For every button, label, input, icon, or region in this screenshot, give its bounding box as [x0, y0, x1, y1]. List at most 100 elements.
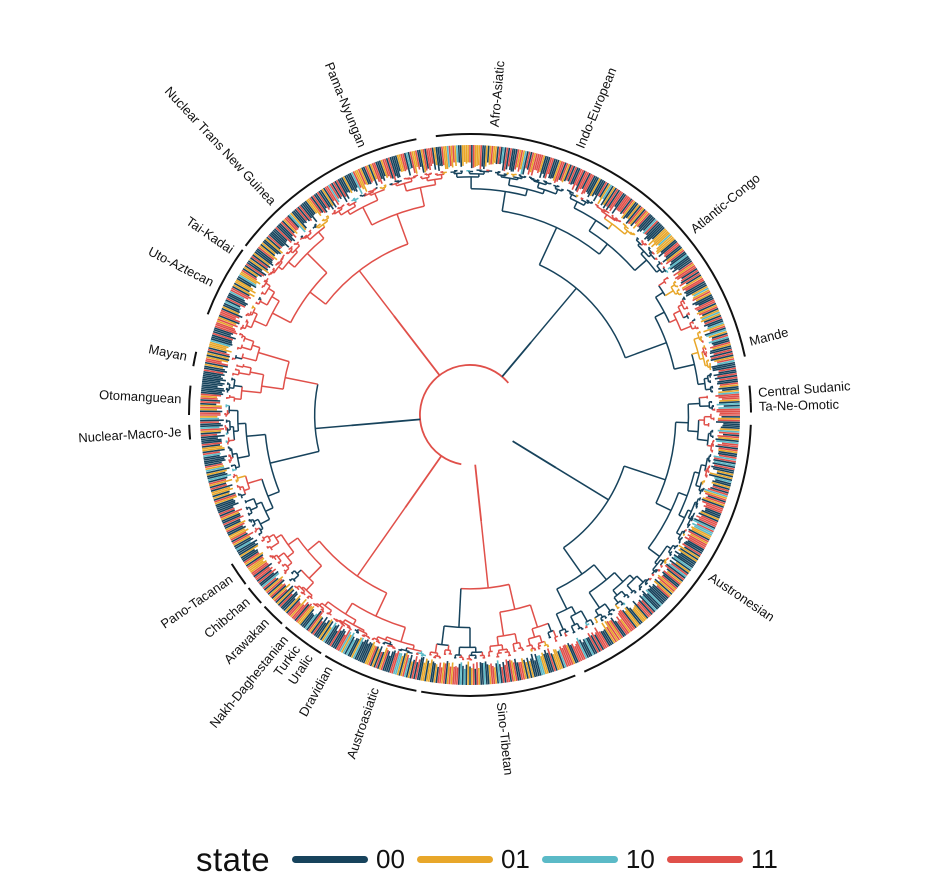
tree-branch-connector [248, 519, 251, 522]
tip-state [503, 147, 509, 172]
tip-state [205, 466, 225, 472]
tip-state [329, 625, 344, 647]
tip-state [294, 603, 310, 622]
tree-branch-connector [234, 355, 238, 360]
tip-state [695, 292, 712, 302]
tip-state [641, 595, 657, 612]
tree-branch [539, 635, 543, 643]
tip-state [698, 512, 719, 523]
tip-state [369, 163, 378, 180]
tree-branch-connector [706, 433, 710, 446]
tip-state [378, 647, 388, 670]
tree-branch [556, 588, 568, 610]
tip-state [204, 463, 223, 469]
tip-state [452, 145, 455, 163]
tip-state [615, 616, 630, 634]
tip-state [513, 658, 520, 681]
tip-state [393, 652, 401, 675]
tree-branch-connector [513, 650, 517, 653]
tree-branch-connector [638, 585, 643, 590]
tip-state [203, 454, 220, 459]
tip-state [619, 618, 631, 633]
tip-state [657, 574, 677, 591]
tree-branch-connector [518, 174, 522, 177]
legend-item-00: 00 [292, 844, 405, 875]
tip-state [222, 306, 240, 315]
tip-state [398, 154, 405, 172]
tree-branch-connector [696, 326, 699, 330]
legend-item-01: 01 [416, 844, 530, 875]
tip-state [536, 154, 544, 174]
family-bracket [263, 605, 283, 625]
tip-state [298, 605, 315, 625]
tree-branch [614, 572, 624, 583]
tip-state [312, 620, 323, 635]
tip-state [307, 611, 323, 632]
family-bracket [187, 385, 192, 416]
tip-state [636, 212, 650, 228]
tree-branch-connector [261, 539, 264, 543]
tree-branch-connector [539, 264, 627, 359]
tip-state [483, 662, 486, 685]
tip-state [648, 228, 667, 246]
tip-state [714, 476, 732, 483]
tree-branch-connector [377, 641, 381, 644]
tip-state [519, 661, 526, 680]
tip-state [716, 470, 734, 476]
tip-state [618, 610, 634, 631]
tip-state [556, 161, 565, 182]
tip-state [648, 585, 667, 602]
tip-state [405, 152, 412, 170]
tree-branch [250, 371, 264, 376]
tree-branch-connector [267, 273, 271, 276]
tip-state [683, 546, 701, 558]
tree-branch-connector [236, 346, 239, 350]
tree-branch-connector [294, 237, 325, 268]
tip-state [567, 642, 578, 664]
tip-state [685, 282, 707, 295]
tip-state [342, 176, 353, 194]
tip-state [378, 160, 386, 177]
tip-state [233, 535, 251, 546]
tree-branch [580, 610, 588, 622]
tip-state [630, 208, 646, 227]
tree-branch [253, 320, 267, 327]
tip-state [355, 639, 367, 661]
tip-state [255, 566, 273, 581]
tip-state [721, 442, 739, 446]
family-label: Central Sudanic [758, 378, 852, 400]
tip-state [339, 178, 349, 193]
family-bracket [421, 674, 576, 697]
tip-state [323, 622, 337, 643]
tree-branch-connector [231, 357, 234, 361]
tip-state [517, 149, 524, 172]
tree-branch [701, 464, 707, 467]
tree-branch [529, 604, 539, 628]
tree-branch-connector [709, 454, 712, 457]
tree-branch-connector [652, 559, 662, 571]
tip-state [497, 146, 501, 164]
tree-branch [501, 644, 504, 650]
tip-state [619, 198, 633, 215]
tip-state [396, 154, 403, 173]
tip-state [716, 402, 740, 406]
tree-branch [547, 623, 552, 632]
tip-state [315, 192, 327, 209]
tree-branch-connector [556, 605, 573, 615]
tree-branch [588, 592, 601, 609]
tree-branch-connector [367, 636, 371, 640]
tip-state [691, 526, 712, 538]
tip-state [684, 280, 706, 294]
tip-state [202, 380, 225, 385]
tree-branch [344, 602, 353, 615]
tip-state [300, 608, 315, 626]
tip-state [695, 295, 714, 306]
tree-branch-connector [313, 602, 317, 607]
tree-branch [305, 581, 315, 591]
tip-state [206, 354, 230, 362]
tip-state [703, 318, 723, 327]
tip-state [712, 363, 736, 370]
tree-branch [571, 606, 577, 615]
tree-branch-connector [255, 301, 258, 305]
tip-state [337, 629, 351, 652]
